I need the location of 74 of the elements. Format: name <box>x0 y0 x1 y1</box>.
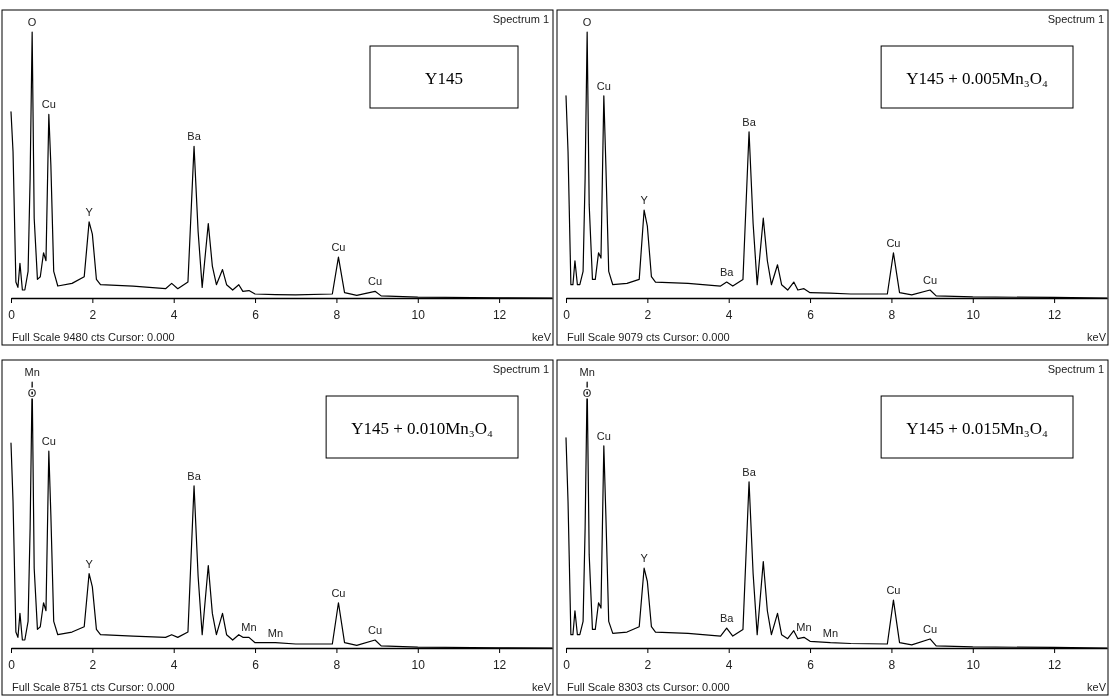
x-tick-label: 6 <box>807 308 815 323</box>
x-axis-title: keV <box>532 331 552 343</box>
x-axis-title: keV <box>1087 331 1107 343</box>
sample-label-box: Y145 + 0.015Mn₃O₄ <box>880 395 1074 459</box>
annotation: Y <box>640 194 649 207</box>
annotation: Cu <box>41 435 56 448</box>
x-tick-label: 0 <box>563 308 571 323</box>
x-tick-label: 0 <box>8 658 16 673</box>
x-tick-label: 4 <box>170 658 178 673</box>
annotation: Cu <box>923 274 938 287</box>
x-tick-label: 2 <box>89 658 97 673</box>
x-tick-label: 2 <box>644 308 652 323</box>
x-tick-label: 12 <box>492 308 507 323</box>
annotation: Ba <box>719 266 735 279</box>
annotation: Cu <box>368 624 383 637</box>
text: Full Scale 9079 cts Cursor: 0.000 <box>567 331 730 343</box>
annotation: Cu <box>923 622 938 635</box>
annotation: Y <box>640 552 649 565</box>
text: Full Scale 8751 cts Cursor: 0.000 <box>12 681 175 693</box>
annotation: Mn <box>822 626 839 639</box>
annotation: Ba <box>742 465 757 478</box>
annotation: Mn <box>796 621 812 634</box>
annotation: Ba <box>187 130 202 143</box>
annotation: Ba <box>719 612 735 625</box>
annotation: Ba <box>742 115 757 128</box>
x-tick-label: 12 <box>1047 658 1062 673</box>
x-tick-label: 6 <box>252 308 260 323</box>
x-tick-label: 0 <box>563 658 571 673</box>
text: Spectrum 1 <box>492 13 549 25</box>
x-tick-label: 4 <box>725 308 733 323</box>
annotation: Cu <box>886 584 901 597</box>
text: Spectrum 1 <box>1047 13 1104 25</box>
x-tick-label: 8 <box>333 658 341 673</box>
x-tick-label: 10 <box>411 308 426 323</box>
x-tick-label: 4 <box>725 658 733 673</box>
annotation: O <box>582 16 592 28</box>
x-tick-label: 12 <box>1047 308 1062 323</box>
annotation: Y <box>85 557 94 570</box>
x-tick-label: 8 <box>888 308 896 323</box>
annotation: Cu <box>886 236 901 249</box>
x-tick-label: 8 <box>333 308 341 323</box>
x-axis-title: keV <box>532 681 552 693</box>
annotation: Cu <box>41 98 56 111</box>
sample-label-box: Y145 + 0.010Mn₃O₄ <box>325 395 519 459</box>
x-tick-label: 0 <box>8 308 16 323</box>
annotation: Cu <box>596 79 611 92</box>
annotation: Cu <box>596 429 611 442</box>
annotation: Cu <box>331 241 346 254</box>
text: Spectrum 1 <box>1047 363 1104 375</box>
x-tick-label: 2 <box>644 658 652 673</box>
x-tick-label: 8 <box>888 658 896 673</box>
x-tick-label: 6 <box>252 658 260 673</box>
x-tick-label: 10 <box>966 658 981 673</box>
text: Full Scale 9480 cts Cursor: 0.000 <box>12 331 175 343</box>
x-tick-label: 10 <box>411 658 426 673</box>
x-tick-label: 12 <box>492 658 507 673</box>
x-tick-label: 10 <box>966 308 981 323</box>
sample-label-box: Y145 <box>369 45 519 109</box>
annotation: O <box>27 16 37 28</box>
annotation: Cu <box>331 586 346 599</box>
annotation: Mn <box>241 621 257 634</box>
text: Spectrum 1 <box>492 363 549 375</box>
text: Full Scale 8303 cts Cursor: 0.000 <box>567 681 730 693</box>
annotation: Y <box>85 205 94 218</box>
annotation: Mn <box>579 366 595 378</box>
x-tick-label: 6 <box>807 658 815 673</box>
x-axis-title: keV <box>1087 681 1107 693</box>
annotation: Cu <box>368 275 383 288</box>
annotation: Ba <box>187 469 202 482</box>
x-tick-label: 4 <box>170 308 178 323</box>
annotation: Mn <box>24 366 40 378</box>
x-tick-label: 2 <box>89 308 97 323</box>
annotation: Mn <box>267 626 284 639</box>
sample-label-box: Y145 + 0.005Mn₃O₄ <box>880 45 1074 109</box>
